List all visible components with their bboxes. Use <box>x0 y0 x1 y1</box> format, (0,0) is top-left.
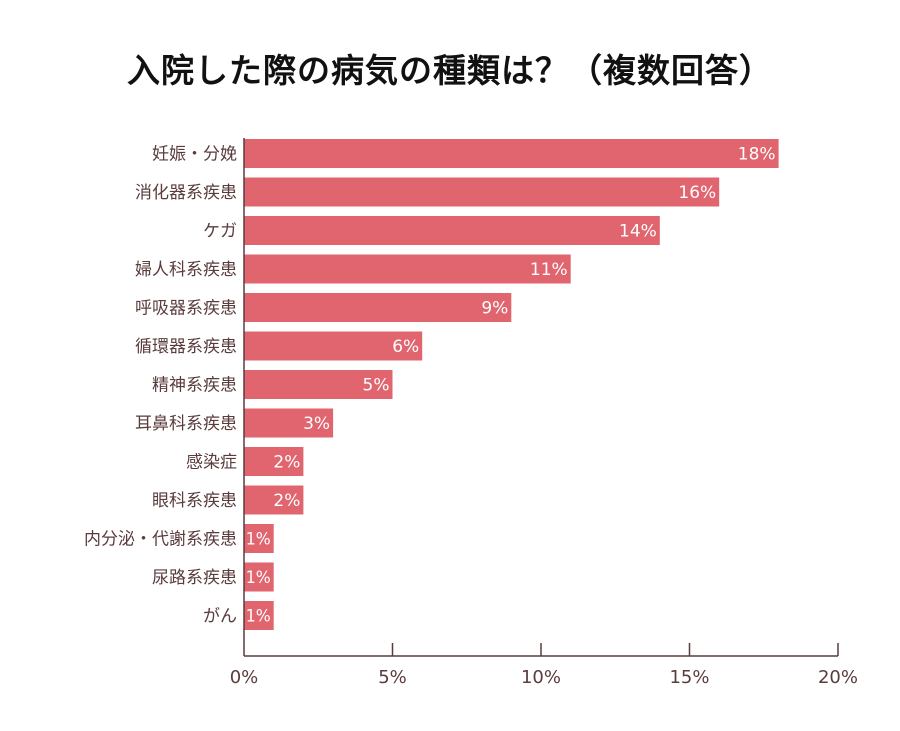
bar <box>244 562 274 592</box>
bar <box>244 601 274 630</box>
bar <box>244 447 304 476</box>
x-tick-label: 10% <box>521 667 561 688</box>
bar <box>244 177 720 207</box>
data-label: 2% <box>273 453 300 473</box>
data-label: 14% <box>619 222 657 242</box>
bar <box>244 293 512 322</box>
data-label: 3% <box>303 414 330 434</box>
category-label: 内分泌・代謝系疾患 <box>84 530 237 550</box>
bar <box>244 408 334 438</box>
category-label: 精神系疾患 <box>152 376 237 396</box>
bar <box>244 370 393 399</box>
x-tick-label: 15% <box>669 667 709 688</box>
data-label: 16% <box>678 183 716 203</box>
category-label: 呼吸器系疾患 <box>135 299 237 319</box>
bar <box>244 139 779 168</box>
data-label: 11% <box>530 260 568 280</box>
bar <box>244 216 660 245</box>
data-label: 1% <box>246 568 271 588</box>
category-label: 消化器系疾患 <box>135 183 237 203</box>
data-label: 9% <box>481 299 508 319</box>
chart-title: 入院した際の病気の種類は？（複数回答） <box>127 51 773 90</box>
bar <box>244 254 571 284</box>
data-label: 2% <box>273 491 300 511</box>
bar <box>244 331 423 361</box>
category-label: 眼科系疾患 <box>152 491 237 511</box>
x-tick-label: 20% <box>818 667 858 688</box>
category-label: 循環器系疾患 <box>135 337 237 357</box>
data-label: 6% <box>392 337 419 357</box>
data-label: 5% <box>363 376 390 396</box>
category-label: ケガ <box>203 222 237 242</box>
category-label: 耳鼻科系疾患 <box>135 414 237 434</box>
category-label: 婦人科系疾患 <box>135 260 237 280</box>
bar <box>244 485 304 515</box>
bar <box>244 524 274 553</box>
category-label: 尿路系疾患 <box>152 568 237 588</box>
category-label: がん <box>203 607 237 627</box>
data-label: 18% <box>738 145 776 165</box>
data-label: 1% <box>246 607 271 627</box>
x-tick-label: 0% <box>230 667 259 688</box>
category-label: 感染症 <box>186 453 237 473</box>
x-tick-label: 5% <box>378 667 407 688</box>
data-label: 1% <box>246 530 271 550</box>
category-label: 妊娠・分娩 <box>152 145 237 165</box>
